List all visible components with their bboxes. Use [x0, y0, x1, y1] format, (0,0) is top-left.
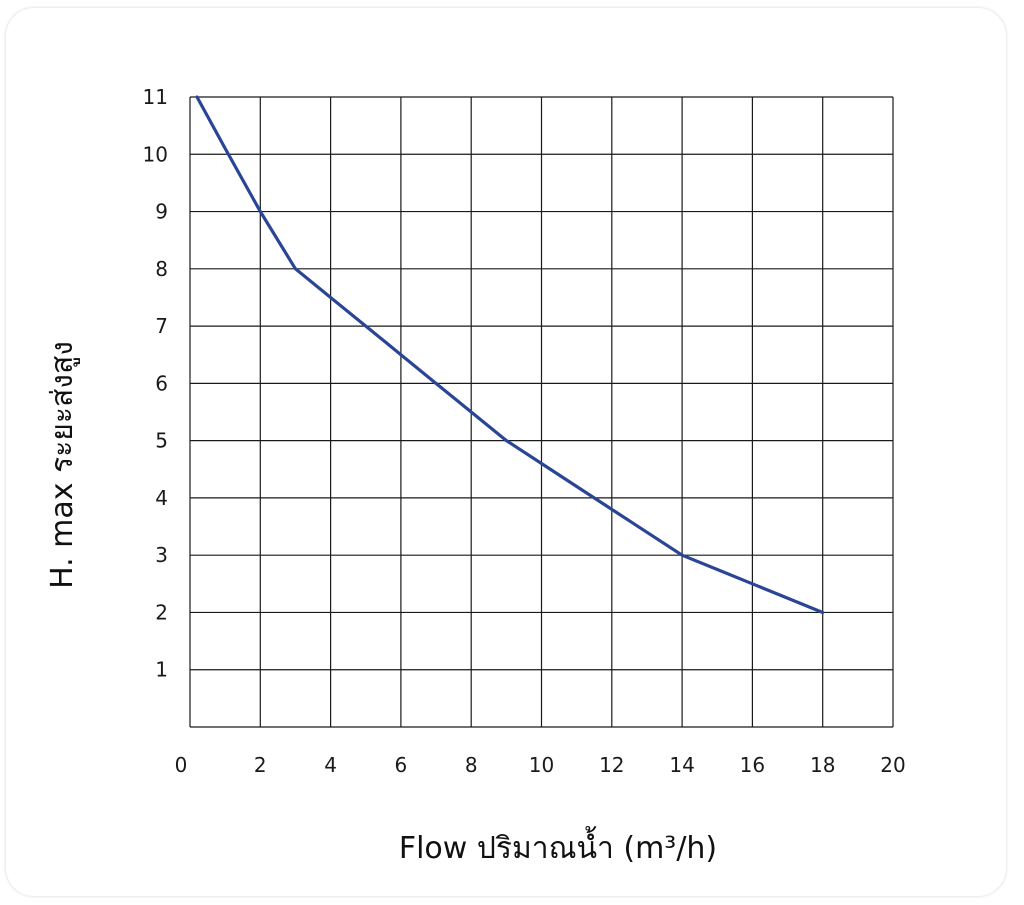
- x-tick-label: 16: [740, 753, 765, 777]
- y-tick-label: 8: [155, 257, 168, 281]
- x-tick-label: 2: [254, 753, 267, 777]
- chart-card: [6, 8, 1006, 896]
- x-tick-label: 8: [465, 753, 478, 777]
- y-axis-label: H. max ระยะส่งสูง: [45, 341, 80, 589]
- y-tick-label: 4: [155, 486, 168, 510]
- y-tick-label: 6: [155, 371, 168, 395]
- x-tick-label: 12: [599, 753, 624, 777]
- series-layer: [195, 95, 825, 615]
- x-tick-label: 4: [324, 753, 337, 777]
- y-tick-label: 5: [155, 429, 168, 453]
- y-tick-label: 7: [155, 314, 168, 338]
- x-axis-label: Flow ปริมาณน้ำ (m³/h): [399, 826, 717, 866]
- x-tick-label: 0: [175, 753, 188, 777]
- y-tick-label: 11: [143, 85, 168, 109]
- x-tick-label: 10: [529, 753, 554, 777]
- series-line-0: [195, 95, 825, 615]
- x-tick-label: 20: [880, 753, 905, 777]
- x-tick-label: 14: [669, 753, 694, 777]
- y-tick-label: 2: [155, 600, 168, 624]
- y-tick-label: 3: [155, 543, 168, 567]
- x-tick-label: 18: [810, 753, 835, 777]
- grid-lines: [189, 96, 894, 728]
- y-tick-label: 1: [155, 658, 168, 682]
- x-tick-label: 6: [395, 753, 408, 777]
- y-tick-label: 10: [143, 142, 168, 166]
- x-tick-labels: 0 2 4 6 8 10 12 14 16 18 20: [175, 753, 906, 777]
- y-tick-labels: 1 2 3 4 5 6 7 8 9 10 11: [143, 85, 168, 682]
- y-tick-label: 9: [155, 200, 168, 224]
